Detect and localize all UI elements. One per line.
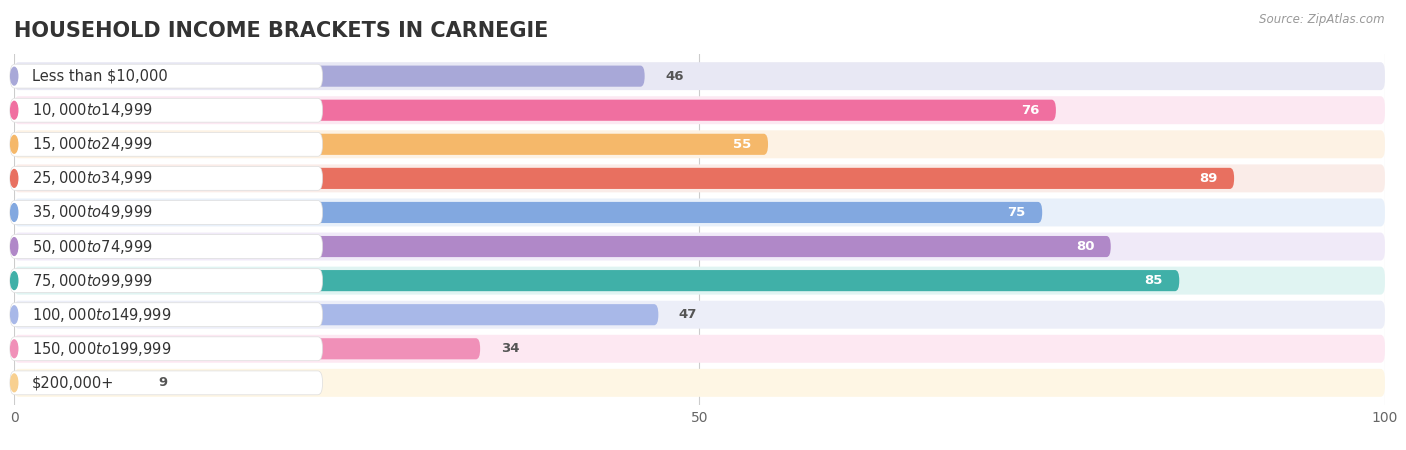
FancyBboxPatch shape — [14, 338, 481, 360]
FancyBboxPatch shape — [10, 64, 322, 88]
Circle shape — [11, 68, 18, 85]
Circle shape — [11, 340, 18, 358]
FancyBboxPatch shape — [14, 233, 1385, 261]
Text: $25,000 to $34,999: $25,000 to $34,999 — [32, 169, 153, 187]
FancyBboxPatch shape — [14, 164, 1385, 192]
Text: 80: 80 — [1076, 240, 1094, 253]
Text: Less than $10,000: Less than $10,000 — [32, 69, 167, 84]
FancyBboxPatch shape — [14, 130, 1385, 158]
Circle shape — [11, 272, 18, 289]
Text: $75,000 to $99,999: $75,000 to $99,999 — [32, 272, 153, 290]
Text: 9: 9 — [157, 376, 167, 389]
Text: $100,000 to $149,999: $100,000 to $149,999 — [32, 306, 172, 324]
FancyBboxPatch shape — [14, 96, 1385, 124]
Text: Source: ZipAtlas.com: Source: ZipAtlas.com — [1260, 14, 1385, 27]
Text: $10,000 to $14,999: $10,000 to $14,999 — [32, 101, 153, 119]
Text: 55: 55 — [734, 138, 752, 151]
Text: 76: 76 — [1021, 104, 1039, 117]
Text: 46: 46 — [665, 70, 683, 83]
Text: $150,000 to $199,999: $150,000 to $199,999 — [32, 340, 172, 358]
FancyBboxPatch shape — [14, 99, 1056, 121]
FancyBboxPatch shape — [14, 168, 1234, 189]
Circle shape — [11, 306, 18, 324]
Circle shape — [11, 170, 18, 187]
FancyBboxPatch shape — [14, 134, 768, 155]
FancyBboxPatch shape — [14, 369, 1385, 397]
FancyBboxPatch shape — [14, 198, 1385, 226]
FancyBboxPatch shape — [10, 234, 322, 258]
Text: $15,000 to $24,999: $15,000 to $24,999 — [32, 135, 153, 153]
FancyBboxPatch shape — [14, 304, 658, 325]
FancyBboxPatch shape — [14, 301, 1385, 328]
FancyBboxPatch shape — [14, 270, 1180, 291]
Circle shape — [11, 374, 18, 392]
FancyBboxPatch shape — [14, 66, 644, 87]
FancyBboxPatch shape — [14, 202, 1042, 223]
FancyBboxPatch shape — [10, 337, 322, 361]
Text: 85: 85 — [1144, 274, 1163, 287]
Text: $50,000 to $74,999: $50,000 to $74,999 — [32, 238, 153, 256]
FancyBboxPatch shape — [14, 335, 1385, 363]
FancyBboxPatch shape — [10, 371, 322, 395]
Circle shape — [11, 238, 18, 256]
Text: HOUSEHOLD INCOME BRACKETS IN CARNEGIE: HOUSEHOLD INCOME BRACKETS IN CARNEGIE — [14, 21, 548, 41]
FancyBboxPatch shape — [10, 269, 322, 292]
FancyBboxPatch shape — [14, 236, 1111, 257]
FancyBboxPatch shape — [14, 372, 138, 393]
FancyBboxPatch shape — [10, 132, 322, 156]
Text: 75: 75 — [1008, 206, 1026, 219]
FancyBboxPatch shape — [10, 166, 322, 190]
Circle shape — [11, 203, 18, 221]
FancyBboxPatch shape — [10, 303, 322, 327]
Text: 47: 47 — [679, 308, 697, 321]
Circle shape — [11, 101, 18, 119]
Circle shape — [11, 135, 18, 153]
FancyBboxPatch shape — [10, 201, 322, 225]
Text: 34: 34 — [501, 342, 519, 355]
Text: $35,000 to $49,999: $35,000 to $49,999 — [32, 203, 153, 221]
FancyBboxPatch shape — [14, 62, 1385, 90]
FancyBboxPatch shape — [14, 267, 1385, 295]
Text: $200,000+: $200,000+ — [32, 375, 114, 390]
Text: 89: 89 — [1199, 172, 1218, 185]
FancyBboxPatch shape — [10, 98, 322, 122]
